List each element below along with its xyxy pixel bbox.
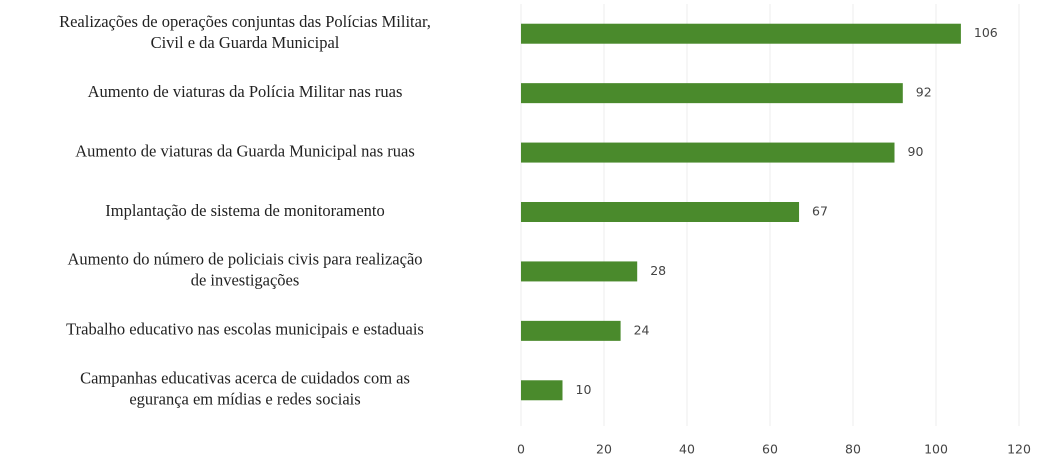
y-tick-label: Civil e da Guarda Municipal [151, 33, 340, 52]
y-tick-label: Aumento do número de policiais civis par… [67, 250, 422, 269]
bar [521, 23, 961, 44]
bar [521, 380, 563, 401]
y-tick-label: Realizações de operações conjuntas das P… [59, 12, 431, 31]
x-tick-label: 0 [517, 442, 525, 456]
y-tick-label: Trabalho educativo nas escolas municipai… [66, 320, 424, 339]
y-tick-label: egurança em mídias e redes sociais [129, 390, 360, 409]
y-tick-label: Aumento de viaturas da Polícia Militar n… [88, 82, 403, 101]
y-tick-label: Campanhas educativas acerca de cuidados … [80, 369, 410, 388]
value-label: 106 [974, 25, 998, 40]
y-tick-label: de investigações [191, 271, 300, 290]
bar [521, 142, 895, 163]
value-label: 90 [908, 144, 924, 159]
bar [521, 202, 800, 222]
value-label: 92 [916, 85, 932, 100]
x-tick-label: 80 [845, 442, 861, 456]
x-tick-label: 60 [762, 442, 778, 456]
bar [521, 320, 621, 341]
value-label: 24 [634, 322, 650, 337]
x-tick-label: 40 [679, 442, 695, 456]
x-tick-label: 100 [924, 442, 948, 456]
value-label: 10 [576, 382, 592, 397]
y-tick-label: Implantação de sistema de monitoramento [105, 201, 385, 220]
y-tick-label: Aumento de viaturas da Guarda Municipal … [75, 141, 415, 160]
bar [521, 261, 638, 282]
value-label: 28 [650, 263, 666, 278]
x-tick-label: 20 [596, 442, 612, 456]
value-label: 67 [812, 204, 828, 219]
bar [521, 83, 903, 104]
x-tick-label: 120 [1007, 442, 1031, 456]
